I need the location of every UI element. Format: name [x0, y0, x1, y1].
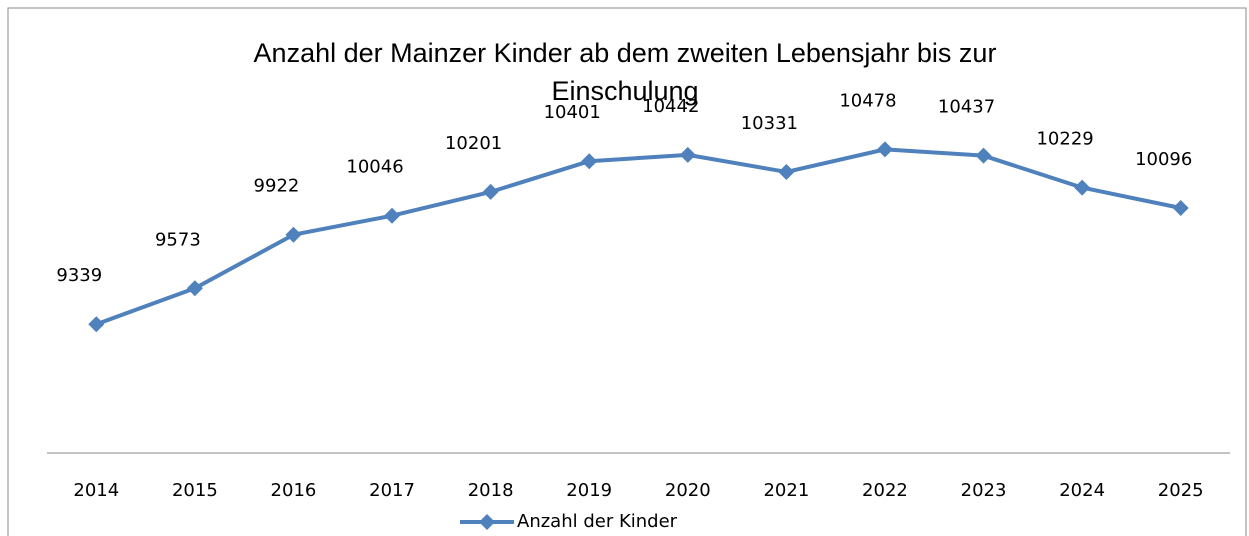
point — [285, 226, 302, 243]
x-tick-label: 2020 — [665, 480, 711, 501]
x-tick-label: 2024 — [1059, 480, 1105, 501]
point — [482, 183, 499, 200]
data-label: 10442 — [642, 96, 699, 117]
point — [1074, 179, 1091, 196]
point — [384, 207, 401, 224]
point — [975, 147, 992, 164]
point — [1172, 200, 1189, 217]
x-tick-label: 2014 — [73, 480, 119, 501]
chart-title: Anzahl der Mainzer Kinder ab dem zweiten… — [253, 38, 997, 106]
data-label: 10478 — [839, 90, 896, 111]
point — [581, 153, 598, 170]
point — [778, 163, 795, 180]
x-tick-label: 2015 — [172, 480, 218, 501]
x-tick-label: 2018 — [468, 480, 514, 501]
x-tick-label: 2021 — [763, 480, 809, 501]
chart-border — [7, 7, 1247, 536]
x-tick-label: 2023 — [961, 480, 1007, 501]
x-tick-label: 2025 — [1158, 480, 1204, 501]
data-label: 10401 — [544, 102, 601, 123]
line — [95, 147, 1182, 327]
data-label: 10229 — [1036, 129, 1093, 150]
x-tick-label: 2016 — [271, 480, 317, 501]
point — [679, 146, 696, 163]
data-label: 9339 — [56, 265, 102, 286]
point — [88, 316, 105, 333]
point — [876, 141, 893, 158]
data-label: 10096 — [1135, 149, 1192, 170]
data-label: 10331 — [741, 113, 798, 134]
data-label: 10437 — [938, 97, 995, 118]
x-tick-label: 2022 — [862, 480, 908, 501]
point — [186, 280, 203, 297]
x-tick-label: 2017 — [369, 480, 415, 501]
legend-marker — [479, 514, 495, 530]
x-tick-label: 2019 — [566, 480, 612, 501]
data-label: 9922 — [254, 176, 300, 197]
legend-label: Anzahl der Kinder — [517, 511, 678, 532]
data-label: 10046 — [346, 157, 403, 178]
data-label: 10201 — [445, 133, 502, 154]
data-label: 9573 — [155, 229, 201, 250]
